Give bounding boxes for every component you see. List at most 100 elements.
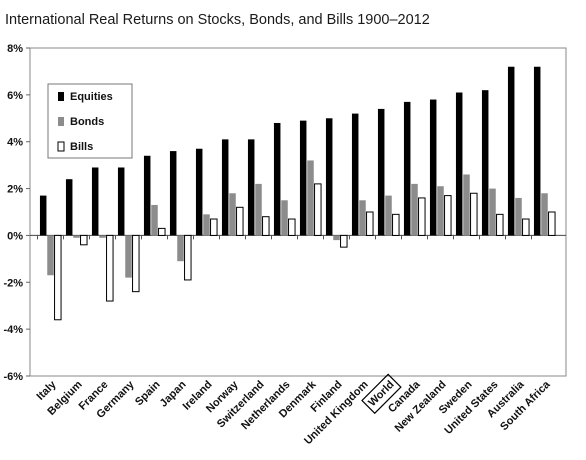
highlight-box xyxy=(361,373,402,415)
category-group-spain xyxy=(141,155,166,240)
bills-bar xyxy=(418,197,426,236)
legend: Equities Bonds Bills xyxy=(47,83,133,159)
category-group-switzerland xyxy=(245,139,270,240)
bills-bar xyxy=(80,234,88,246)
y-tick-label: 6% xyxy=(7,90,23,102)
category-group-france xyxy=(89,167,114,302)
category-group-united-states xyxy=(479,90,504,240)
bills-bar xyxy=(392,213,400,236)
bonds-bar xyxy=(73,235,80,238)
bars xyxy=(37,66,556,321)
category-group-denmark xyxy=(297,120,322,240)
equities-bar xyxy=(143,155,151,236)
bonds-bar xyxy=(47,235,54,276)
equities-bar xyxy=(455,92,463,236)
legend-item-bills: Bills xyxy=(57,141,93,153)
equities-bar xyxy=(39,195,47,236)
category-group-world xyxy=(375,108,400,240)
y-tick-label: -6% xyxy=(3,371,23,383)
bills-bar xyxy=(210,218,218,236)
equities-bar xyxy=(91,167,99,236)
equities-bar xyxy=(221,139,229,236)
bills-bar xyxy=(262,216,270,236)
bills-bar xyxy=(522,218,530,236)
legend-label: Bills xyxy=(70,141,93,153)
y-tick-label: -2% xyxy=(3,277,23,289)
bonds-bar xyxy=(281,200,288,236)
equities-bar xyxy=(403,101,411,236)
bills-bar xyxy=(366,211,374,236)
bills-bar xyxy=(236,206,244,236)
bonds-bar xyxy=(125,235,132,278)
chart-title: International Real Returns on Stocks, Bo… xyxy=(5,12,430,28)
equities-bar xyxy=(429,99,437,236)
legend-swatch xyxy=(58,92,64,101)
bonds-bar xyxy=(229,193,236,236)
bills-bar xyxy=(184,234,192,281)
y-tick-label: 4% xyxy=(7,137,23,149)
bonds-bar xyxy=(541,193,548,236)
category-group-germany xyxy=(115,167,140,293)
bills-bar xyxy=(314,183,322,236)
bills-bar xyxy=(496,213,504,236)
legend-item-equities: Equities xyxy=(58,91,113,103)
bonds-bar xyxy=(411,183,418,236)
y-tick-label: 2% xyxy=(7,184,23,196)
equities-bar xyxy=(299,120,307,236)
bonds-bar xyxy=(489,188,496,236)
category-group-new-zealand xyxy=(427,99,452,240)
bills-bar xyxy=(444,195,452,236)
bonds-bar xyxy=(307,160,314,236)
y-tick-label: 8% xyxy=(7,43,23,55)
y-tick-label: 0% xyxy=(7,230,23,242)
bonds-bar xyxy=(99,235,106,238)
category-group-canada xyxy=(401,101,426,240)
equities-bar xyxy=(481,90,489,236)
equities-bar xyxy=(351,113,359,236)
category-label: Spain xyxy=(133,378,163,408)
bonds-bar xyxy=(515,197,522,236)
equities-bar xyxy=(65,179,73,236)
bonds-bar xyxy=(463,174,470,236)
bills-bar xyxy=(106,234,114,302)
bills-bar xyxy=(132,234,140,293)
legend-swatch xyxy=(58,117,64,126)
bonds-bar xyxy=(177,235,184,262)
equities-bar xyxy=(533,66,541,236)
equities-bar xyxy=(195,148,203,236)
category-group-australia xyxy=(505,66,530,240)
category-group-norway xyxy=(219,139,244,240)
category-group-united-kingdom xyxy=(349,113,374,240)
bonds-bar xyxy=(151,204,158,236)
legend-label: Equities xyxy=(70,91,113,103)
equities-bar xyxy=(247,139,255,236)
legend-item-bonds: Bonds xyxy=(58,116,104,128)
category-group-ireland xyxy=(193,148,218,240)
category-group-finland xyxy=(323,118,348,248)
bonds-bar xyxy=(359,200,366,236)
category-group-belgium xyxy=(63,179,88,246)
bonds-bar xyxy=(203,214,210,236)
equities-bar xyxy=(507,66,515,236)
bills-bar xyxy=(158,227,166,236)
bonds-bar xyxy=(333,235,340,241)
legend-swatch xyxy=(57,141,65,152)
bonds-bar xyxy=(385,195,392,236)
equities-bar xyxy=(377,108,385,236)
legend-label: Bonds xyxy=(70,116,104,128)
category-labels: ItalyBelgiumFranceGermanySpainJapanIrela… xyxy=(35,373,553,447)
equities-bar xyxy=(169,151,177,236)
bonds-bar xyxy=(255,183,262,236)
category-group-sweden xyxy=(453,92,478,240)
bills-bar xyxy=(548,211,556,236)
bills-bar xyxy=(470,192,478,236)
bills-bar xyxy=(54,234,62,321)
bonds-bar xyxy=(437,186,444,236)
equities-bar xyxy=(325,118,333,236)
category-group-japan xyxy=(167,151,192,281)
plot-frame xyxy=(29,47,567,377)
category-group-netherlands xyxy=(271,122,296,240)
y-tick-label: -4% xyxy=(3,324,23,336)
equities-bar xyxy=(117,167,125,236)
